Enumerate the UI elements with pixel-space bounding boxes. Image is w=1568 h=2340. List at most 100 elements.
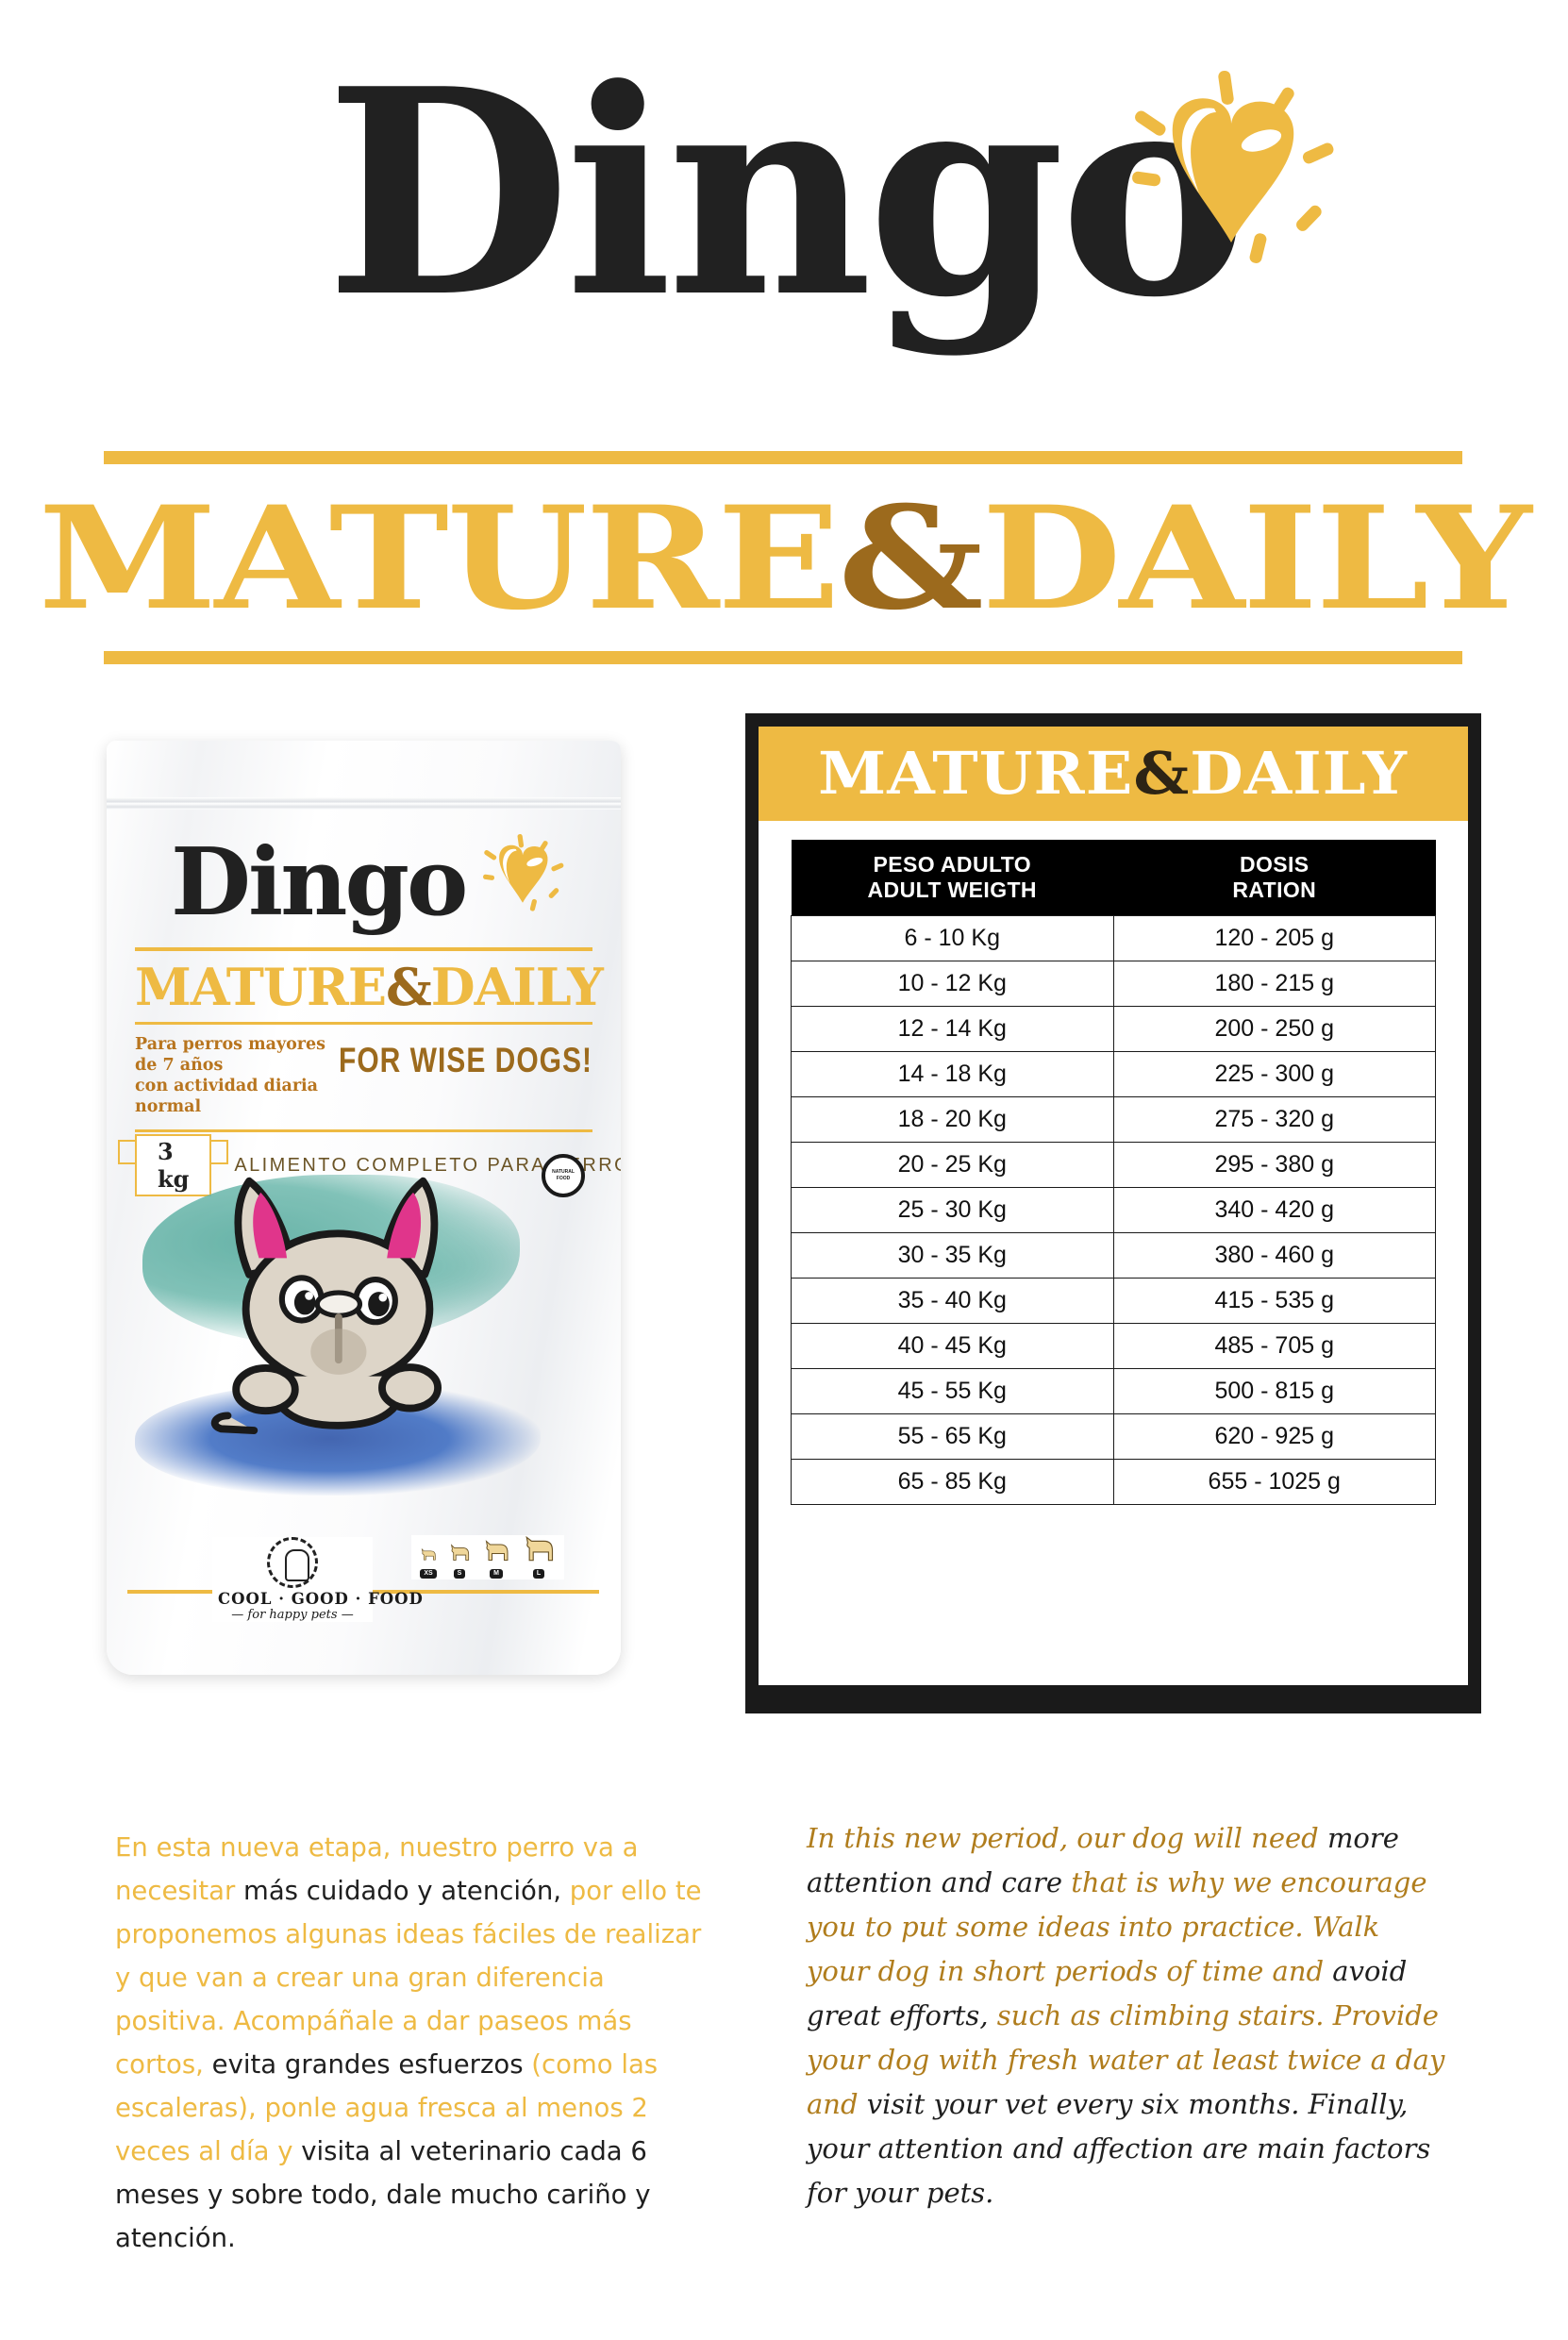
copy-segment: In this new period, our dog will need [807,1822,1327,1854]
table-header-row: PESO ADULTO ADULT WEIGTH DOSIS RATION [791,840,1436,916]
bag-subtitle: MATURE&DAILY [135,957,604,1017]
column-header-ration: DOSIS RATION [1113,840,1436,916]
cell-ration: 415 - 535 g [1112,1278,1436,1324]
dog-size-label: M [490,1569,503,1579]
dog-silhouette-s-icon [450,1544,470,1561]
copy-segment-emphasis: visit your vet every six months. Finally… [807,2088,1431,2209]
bag-weight-row: 3 kg ALIMENTO COMPLETO PARA PERROS [117,1134,621,1196]
cell-ration: 340 - 420 g [1112,1187,1436,1233]
bag-footer: COOL · GOOD · FOOD — for happy pets — XS… [107,1533,621,1646]
table-row: 25 - 30 Kg 340 - 420 g [791,1187,1436,1233]
bag-logo: Dingo [135,830,592,942]
cell-adult-weight: 18 - 20 Kg [791,1096,1114,1143]
cell-adult-weight: 65 - 85 Kg [791,1459,1114,1505]
for-happy-pets-label: — for happy pets — [218,1608,367,1622]
bag-front-artwork: Dingo MATURE& [117,830,621,1196]
cell-ration: 225 - 300 g [1112,1051,1436,1097]
dog-size-item: M [481,1539,511,1580]
bag-heart-sparkle-icon [483,834,564,911]
cell-adult-weight: 6 - 10 Kg [791,915,1114,961]
column-header-ration-en: RATION [1232,878,1317,902]
banner-rule-top [104,451,1462,464]
copy-segment-emphasis: more attention and care [807,1822,1399,1898]
panel-title-part1: MATURE [818,739,1134,808]
cell-ration: 655 - 1025 g [1112,1459,1436,1505]
brand-wordmark: Dingo [325,26,1248,359]
bag-dog-illustration: NATURAL FOOD [107,1146,621,1524]
cell-adult-weight: 30 - 35 Kg [791,1232,1114,1279]
cell-ration: 620 - 925 g [1112,1413,1436,1460]
cell-adult-weight: 25 - 30 Kg [791,1187,1114,1233]
dog-size-item: S [447,1543,472,1580]
bag-claim-spanish: Para perros mayores de 7 años con activi… [135,1034,329,1117]
cell-ration: 380 - 460 g [1112,1232,1436,1279]
dog-size-label: L [532,1569,545,1579]
bag-rule-lower [135,1022,592,1025]
copy-segment: that is why we encourage you to put some… [807,1866,1427,1987]
column-header-ration-es: DOSIS [1239,852,1309,877]
table-row: 55 - 65 Kg 620 - 925 g [791,1413,1436,1460]
french-bulldog-icon [210,1177,442,1434]
column-header-weight: PESO ADULTO ADULT WEIGTH [791,840,1113,916]
dog-silhouette-l-icon [525,1535,554,1562]
panel-title-ampersand: & [1133,739,1191,808]
table-row: 6 - 10 Kg 120 - 205 g [791,915,1436,961]
column-header-weight-en: ADULT WEIGTH [867,878,1037,902]
panel-title-band: MATURE&DAILY [759,727,1468,821]
cool-good-food-label: COOL · GOOD · FOOD [218,1590,424,1608]
table-row: 40 - 45 Kg 485 - 705 g [791,1323,1436,1369]
banner-title: MATURE&DAILY [0,472,1568,646]
table-row: 20 - 25 Kg 295 - 380 g [791,1142,1436,1188]
copy-segment: por ello te proponemos algunas ideas fác… [115,1876,702,2080]
banner-ampersand: & [838,476,983,642]
panel-title-part2: DAILY [1190,739,1409,808]
bag-claim-spanish-line1: Para perros mayores de 7 años [135,1035,326,1075]
dog-silhouette-xs-icon [421,1547,436,1561]
cell-ration: 180 - 215 g [1112,961,1436,1007]
bag-subtitle-part1: MATURE [135,957,387,1017]
copy-segment: such as climbing stairs. Provide your do… [807,1999,1445,2120]
bag-claim-spanish-line2: con actividad diaria normal [135,1077,319,1116]
table-row: 65 - 85 Kg 655 - 1025 g [791,1459,1436,1505]
cell-adult-weight: 35 - 40 Kg [791,1278,1114,1324]
heart-sparkle-icon [1132,71,1334,263]
table-row: 45 - 55 Kg 500 - 815 g [791,1368,1436,1414]
bag-weight-badge: 3 kg [117,1134,229,1196]
banner-title-part2: DAILY [981,476,1531,642]
cell-adult-weight: 45 - 55 Kg [791,1368,1114,1414]
bag-claim-english: FOR WISE DOGS! [339,1041,592,1080]
cell-adult-weight: 10 - 12 Kg [791,961,1114,1007]
dog-size-item: XS [419,1546,438,1580]
cool-good-food-mark: COOL · GOOD · FOOD — for happy pets — [212,1537,424,1622]
spanish-advice-paragraph: En esta nueva etapa, nuestro perro va a … [115,1826,719,2260]
table-row: 30 - 35 Kg 380 - 460 g [791,1232,1436,1279]
cell-ration: 120 - 205 g [1112,915,1436,961]
banner-title-part1: MATURE [38,476,841,642]
bag-rule-weight [135,1129,592,1132]
table-row: 10 - 12 Kg 180 - 215 g [791,961,1436,1007]
banner-rule-bottom [104,651,1462,664]
cell-ration: 275 - 320 g [1112,1096,1436,1143]
cell-adult-weight: 40 - 45 Kg [791,1323,1114,1369]
brand-header: Dingo [0,38,1568,406]
copy-segment-emphasis: más cuidado y atención, [243,1876,562,1906]
product-bag-image: Dingo MATURE& [107,741,621,1675]
bag-rule-upper [135,947,592,951]
copy-segment: En esta nueva etapa, nuestro perro va a … [115,1832,639,1906]
cell-adult-weight: 55 - 65 Kg [791,1413,1114,1460]
bag-zipper [107,797,621,810]
column-header-weight-es: PESO ADULTO [873,852,1032,877]
cell-adult-weight: 20 - 25 Kg [791,1142,1114,1188]
bag-claims-row: Para perros mayores de 7 años con activi… [135,1034,592,1117]
ration-table: PESO ADULTO ADULT WEIGTH DOSIS RATION 6 … [791,840,1436,1505]
copy-segment-emphasis: avoid great efforts, [807,1955,1408,2031]
bag-subtitle-ampersand: & [386,957,432,1017]
cell-ration: 500 - 815 g [1112,1368,1436,1414]
dog-size-label: XS [420,1569,437,1579]
panel-table-area: PESO ADULTO ADULT WEIGTH DOSIS RATION 6 … [759,821,1468,1685]
cell-adult-weight: 12 - 14 Kg [791,1006,1114,1052]
table-row: 14 - 18 Kg 225 - 300 g [791,1051,1436,1097]
chef-icon [267,1537,318,1588]
dog-silhouette-m-icon [485,1540,509,1561]
